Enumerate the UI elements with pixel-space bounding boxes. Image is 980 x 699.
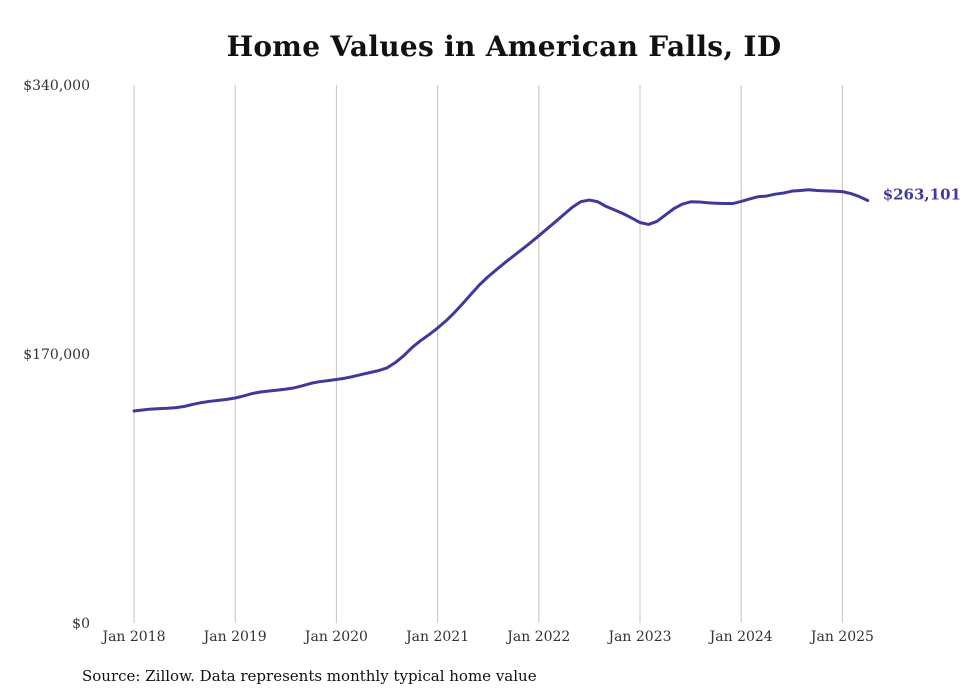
y-axis-ticks: $0 $170,000 $340,000 — [23, 78, 90, 632]
y-tick-label: $340,000 — [23, 78, 90, 94]
end-value-label: $263,101 — [883, 186, 961, 204]
x-tick-label: Jan 2020 — [303, 629, 368, 645]
x-tick-label: Jan 2023 — [606, 629, 671, 645]
chart-source-note: Source: Zillow. Data represents monthly … — [82, 667, 537, 685]
gridlines — [133, 85, 843, 623]
series-layer: $263,101 — [132, 186, 961, 413]
chart-title: Home Values in American Falls, ID — [226, 30, 782, 63]
x-axis-ticks: Jan 2018 Jan 2019 Jan 2020 Jan 2021 Jan 2022… — [100, 629, 873, 645]
y-tick-label: $0 — [72, 616, 90, 632]
x-tick-label: Jan 2025 — [809, 629, 874, 645]
y-tick-label: $170,000 — [23, 347, 90, 363]
series-line — [132, 188, 870, 413]
x-tick-label: Jan 2024 — [708, 629, 773, 645]
x-tick-label: Jan 2021 — [404, 629, 469, 645]
x-tick-label: Jan 2018 — [100, 629, 165, 645]
x-tick-label: Jan 2019 — [202, 629, 267, 645]
x-tick-label: Jan 2022 — [505, 629, 570, 645]
